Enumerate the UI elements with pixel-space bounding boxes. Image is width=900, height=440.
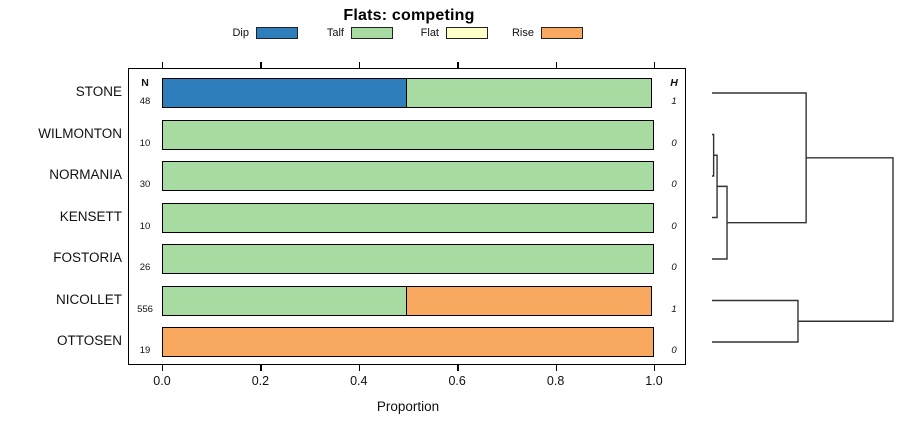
legend-item-talf: Talf [310, 27, 393, 39]
axis-tick-top [358, 62, 361, 68]
axis-tick-bottom [654, 365, 656, 371]
bar-stone [162, 78, 654, 108]
n-value: 556 [137, 303, 153, 315]
h-value: 1 [671, 96, 677, 107]
axis-tick-top [260, 62, 262, 68]
bar-segment-talf [162, 119, 654, 150]
h-column-header: H [670, 77, 678, 89]
n-value: 10 [139, 220, 151, 232]
bar-segment-talf [406, 78, 653, 108]
n-value: 26 [139, 262, 151, 273]
dendrogram-link [712, 133, 715, 177]
bar-segment-talf [162, 285, 408, 316]
axis-tick-label: 1.0 [645, 374, 663, 388]
n-value: 10 [139, 137, 151, 149]
legend-label-dip: Dip [232, 27, 249, 39]
axis-tick-label: 0.8 [546, 374, 565, 388]
axis-tick-top [162, 62, 164, 68]
h-value: 0 [671, 220, 677, 232]
dendrogram-link [712, 92, 807, 224]
axis-tick-bottom [162, 365, 164, 371]
n-value: 48 [139, 96, 151, 107]
h-value: 0 [671, 262, 677, 273]
row-label-ottosen: OTTOSEN [56, 333, 122, 348]
bar-segment-talf [162, 202, 654, 233]
x-axis-label: Proportion [376, 399, 440, 414]
bar-kensett [162, 202, 654, 233]
legend-item-rise: Rise [500, 27, 583, 39]
bar-normania [162, 161, 654, 191]
row-label-normania: NORMANIA [49, 167, 122, 182]
bar-segment-rise [406, 285, 653, 316]
legend-swatch-dip [256, 27, 298, 39]
axis-tick-label: 0.4 [350, 374, 368, 388]
h-value: 1 [671, 303, 677, 315]
legend-swatch-flat [446, 27, 488, 39]
h-value: 0 [671, 179, 677, 190]
n-value: 30 [139, 179, 151, 190]
chart-title: Flats: competing [343, 7, 475, 24]
legend-item-flat: Flat [405, 27, 488, 39]
axis-tick-bottom [358, 365, 361, 371]
axis-tick-top [654, 62, 656, 68]
bar-segment-dip [162, 78, 408, 108]
legend-label-talf: Talf [326, 27, 344, 39]
row-label-kensett: KENSETT [59, 208, 122, 224]
h-value: 0 [671, 345, 677, 356]
n-value: 19 [139, 345, 151, 356]
axis-tick-top [457, 62, 459, 68]
axis-tick-bottom [555, 365, 557, 371]
row-label-fostoria: FOSTORIA [53, 250, 122, 265]
axis-tick-label: 0.0 [153, 374, 171, 388]
dendrogram-link [712, 154, 718, 219]
legend-label-rise: Rise [511, 27, 534, 39]
axis-tick-bottom [457, 365, 459, 371]
dendrogram [712, 92, 894, 343]
legend-swatch-talf [351, 27, 393, 39]
bar-segment-talf [162, 161, 654, 191]
bar-fostoria [162, 244, 654, 274]
dendrogram-link [712, 299, 799, 343]
legend-swatch-rise [541, 27, 583, 39]
dendrogram-link [797, 157, 894, 322]
bar-segment-talf [162, 244, 654, 274]
bar-nicollet [162, 285, 654, 316]
axis-tick-label: 0.2 [251, 374, 270, 388]
axis-tick-top [555, 62, 557, 68]
axis-tick-label: 0.6 [448, 374, 466, 388]
bar-ottosen [162, 327, 654, 357]
legend-label-flat: Flat [420, 27, 439, 39]
plot-box [128, 68, 686, 365]
h-value: 0 [671, 137, 677, 149]
dendrogram-link [712, 185, 728, 260]
n-column-header: N [141, 77, 149, 89]
row-label-stone: STONE [75, 84, 122, 99]
legend-item-dip: Dip [215, 27, 298, 39]
bar-segment-rise [162, 327, 654, 357]
axis-tick-bottom [260, 365, 262, 371]
row-label-wilmonton: WILMONTON [38, 125, 122, 141]
bar-wilmonton [162, 119, 654, 150]
row-label-nicollet: NICOLLET [55, 291, 122, 307]
